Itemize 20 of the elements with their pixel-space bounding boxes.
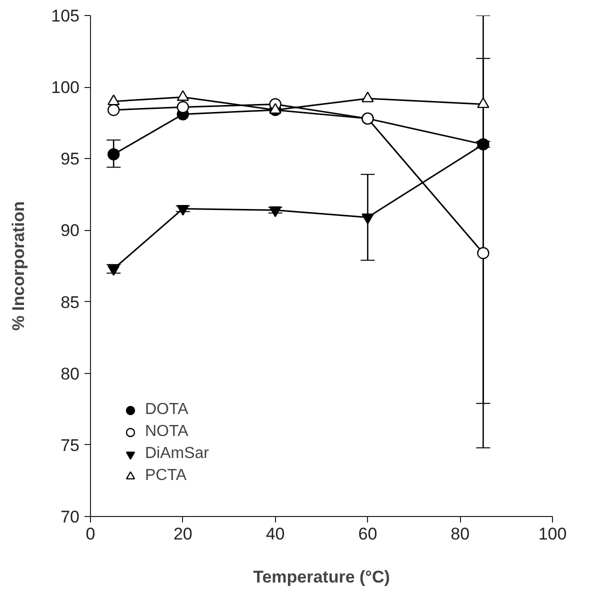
y-tick-label: 100 — [51, 78, 80, 98]
x-tick-label: 40 — [266, 524, 285, 544]
y-tick-label: 90 — [60, 221, 80, 240]
y-tick-label: 80 — [60, 364, 80, 384]
legend-label: DiAmSar — [145, 445, 210, 463]
legend-label: NOTA — [145, 423, 188, 441]
y-axis-title: % Incorporation — [9, 201, 28, 331]
x-tick-label: 100 — [538, 524, 567, 544]
y-tick-label: 95 — [60, 150, 80, 169]
x-axis-title: Temperature (°C) — [253, 568, 390, 586]
x-tick-label: 20 — [173, 524, 192, 544]
legend-label: PCTA — [145, 467, 186, 485]
legend-label: DOTA — [145, 401, 188, 419]
x-tick-label: 0 — [86, 524, 96, 544]
y-tick-label: 85 — [60, 292, 80, 312]
y-tick-label: 75 — [60, 436, 80, 455]
y-tick-label: 105 — [51, 6, 80, 26]
y-tick-label: 70 — [60, 508, 80, 526]
x-tick-label: 60 — [358, 524, 378, 544]
x-tick-label: 80 — [450, 524, 470, 544]
